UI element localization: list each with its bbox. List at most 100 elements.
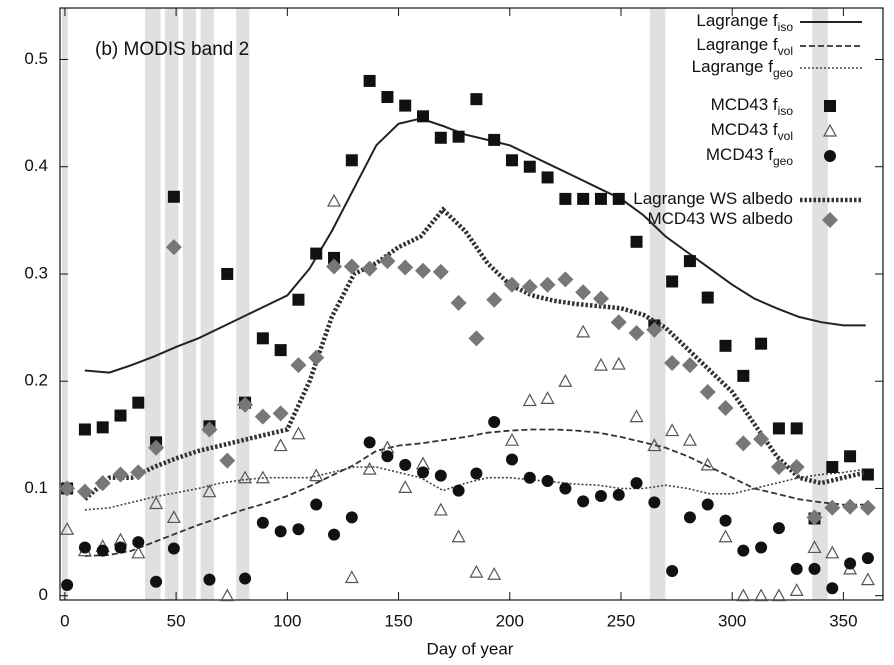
x-tick-label: 50 (167, 611, 186, 630)
square-marker (630, 235, 643, 248)
legend-name: MCD43 f (706, 145, 773, 164)
y-tick-label: 0 (39, 585, 48, 604)
square-marker (417, 110, 430, 123)
circle-marker (203, 573, 216, 586)
circle-marker (328, 528, 341, 541)
square-marker (577, 192, 590, 205)
diamond-marker (842, 498, 859, 515)
square-marker (328, 251, 341, 264)
square-marker (96, 421, 109, 434)
diamond-marker (575, 284, 592, 301)
circle-marker (683, 511, 696, 524)
diamond-marker (308, 349, 325, 366)
circle-marker (96, 544, 109, 557)
diamond-marker (699, 383, 716, 400)
x-tick-label: 250 (607, 611, 635, 630)
shaded-band (164, 8, 179, 600)
diamond-marker (610, 314, 627, 331)
diamond-marker (628, 324, 645, 341)
shaded-band (182, 8, 197, 600)
circle-marker (363, 436, 376, 449)
x-tick-label: 0 (60, 611, 69, 630)
square-marker (381, 91, 394, 104)
triangle-marker (273, 438, 288, 452)
legend-label: Lagrange WS albedo (633, 189, 793, 208)
legend-marker (822, 123, 838, 137)
triangle-marker (238, 470, 253, 484)
triangle-marker (309, 468, 324, 482)
triangle-marker (611, 356, 626, 370)
triangle-marker (736, 588, 751, 602)
circle-marker (78, 541, 91, 554)
legend-label: MCD43 fvol (711, 120, 793, 143)
diamond-marker (806, 509, 823, 526)
circle-marker (861, 552, 874, 565)
square-marker (594, 192, 607, 205)
square-marker (719, 339, 732, 352)
diamond-marker (361, 260, 378, 277)
circle-marker (541, 474, 554, 487)
diamond-marker (219, 452, 236, 469)
circle-marker (114, 541, 127, 554)
triangle-marker (362, 461, 377, 475)
circle-marker (292, 523, 305, 536)
diamond-marker (290, 357, 307, 374)
circle-marker (399, 458, 412, 471)
square-marker (559, 192, 572, 205)
x-tick-label: 350 (829, 611, 857, 630)
diamond-marker (557, 271, 574, 288)
diamond-marker (468, 330, 485, 347)
diamond-marker (165, 239, 182, 256)
diamond-marker (379, 253, 396, 270)
triangle-marker (202, 484, 217, 498)
diamond-marker (859, 499, 876, 516)
square-marker (772, 422, 785, 435)
diamond-marker (753, 431, 770, 448)
series-line (83, 206, 867, 501)
diamond-marker (94, 475, 111, 492)
triangle-marker (220, 588, 235, 602)
triangle-marker (504, 432, 519, 446)
triangle-marker (540, 391, 555, 404)
circle-marker (452, 484, 465, 497)
x-tick-label: 150 (384, 611, 412, 630)
circle-marker (612, 488, 625, 501)
triangle-marker (469, 564, 484, 578)
triangle-marker (593, 357, 608, 371)
diamond-marker (735, 435, 752, 452)
square-marker (256, 332, 269, 345)
triangle-marker (754, 588, 769, 602)
diamond-marker (272, 405, 289, 422)
circle-marker (274, 525, 287, 538)
diamond-marker (539, 276, 556, 293)
legend-name: MCD43 f (711, 120, 778, 139)
circle-marker (256, 516, 269, 529)
diamond-marker (681, 357, 698, 374)
circle-marker (755, 541, 768, 554)
legend-label: Lagrange fgeo (692, 57, 794, 80)
x-tick-label: 300 (718, 611, 746, 630)
triangle-marker (825, 545, 840, 559)
triangle-marker (558, 373, 573, 387)
triangle-marker (665, 423, 680, 437)
circle-marker (772, 522, 785, 535)
circle-marker (381, 450, 394, 463)
diamond-marker (201, 421, 218, 438)
circle-marker (470, 467, 483, 480)
plot-frame (59, 7, 884, 601)
circle-marker (701, 498, 714, 511)
legend-subscript: geo (773, 154, 793, 168)
square-marker (755, 337, 768, 350)
legend-label: Lagrange fvol (696, 35, 793, 58)
square-marker (790, 422, 803, 435)
circle-marker (61, 578, 74, 591)
triangle-marker (647, 438, 662, 452)
triangle-marker (166, 510, 181, 524)
circle-marker (559, 482, 572, 495)
diamond-marker (237, 396, 254, 413)
diamond-marker (59, 480, 76, 497)
square-marker (470, 93, 483, 106)
legend-name: Lagrange f (696, 35, 778, 54)
square-marker (701, 291, 714, 304)
diamond-marker (521, 278, 538, 295)
